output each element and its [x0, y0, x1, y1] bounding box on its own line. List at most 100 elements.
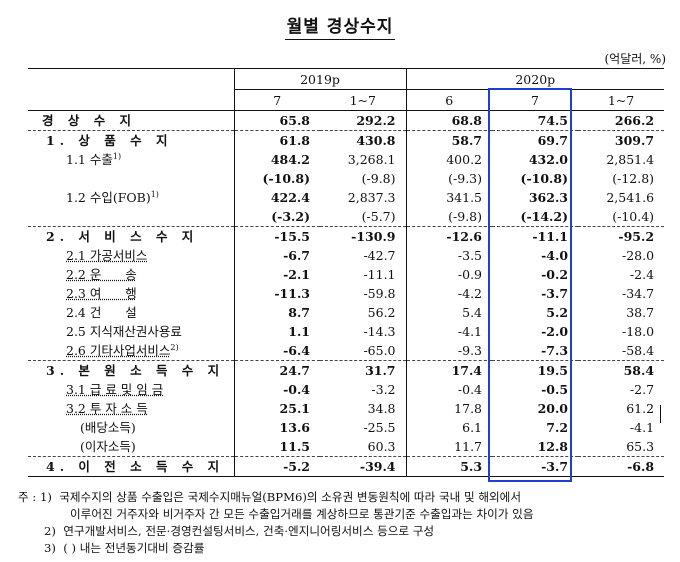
cell-value: 7.2 [546, 420, 569, 435]
row-label: 1.1 수출1) [66, 151, 122, 167]
table-row: 2. 서 비 스 수 지 -15.5 -130.9 -12.6 -11.1 -95.2 [28, 226, 665, 246]
table-row: (배당소득) 13.6 -25.5 6.1 7.2 -4.1 [28, 418, 664, 437]
cell-value: -4.1 [629, 420, 655, 435]
row-label: 2.1 가공서비스 [66, 248, 148, 263]
row-label: (배당소득) [80, 420, 136, 435]
cell-value: 266.2 [578, 110, 665, 131]
table-row: (-3.2) (-5.7) (-9.8) (-14.2) (-10.4) [28, 207, 664, 227]
row-label: 3.2 투 자 소 득 [66, 401, 148, 416]
cell-value: 65.8 [233, 110, 320, 131]
table-row: 3.2 투 자 소 득 25.1 34.8 17.8 20.0 61.2 [28, 399, 664, 418]
cell-value: 5.2 [546, 305, 569, 320]
cell-value: -11.1 [363, 267, 396, 282]
cell-value: 20.0 [537, 401, 569, 416]
cell-value: (-12.8) [612, 171, 655, 186]
cell-value: -25.5 [363, 420, 396, 435]
col-header: 7 [233, 89, 320, 111]
row-label: 3. 본 원 소 득 수 지 [28, 360, 234, 380]
cell-value: -3.5 [405, 246, 493, 265]
page-title: 월별 경상수지 [0, 12, 680, 40]
margin-mark [660, 405, 661, 423]
row-label: 2.3 여 행 [66, 286, 137, 301]
cell-value: 6.1 [405, 418, 493, 437]
cell-value: (-3.2) [233, 207, 320, 227]
cell-value: 11.7 [405, 437, 493, 457]
cell-value: -9.3 [405, 341, 493, 361]
table-row: 1.2 수입(FOB)1) 422.4 2,837.3 341.5 362.3 2,541… [28, 188, 664, 207]
cell-value: -14.3 [363, 324, 396, 339]
cell-value: -6.7 [233, 246, 320, 265]
table-row: 3. 본 원 소 득 수 지 24.7 31.7 17.4 19.5 58.4 [28, 360, 665, 380]
cell-value: (-10.8) [520, 171, 569, 186]
cell-value: -2.7 [629, 382, 655, 397]
cell-value: (-9.8) [405, 207, 493, 227]
table-row: 2.1 가공서비스 -6.7 -42.7 -3.5 -4.0 -28.0 [28, 246, 664, 265]
cell-value: (-9.8) [361, 171, 396, 186]
row-label: 1.2 수입(FOB)1) [66, 189, 159, 205]
cell-value: (-10.8) [233, 169, 320, 188]
cell-value: 309.7 [578, 130, 665, 150]
cell-value: -58.4 [621, 343, 655, 358]
row-label: 2.6 기타사업서비스2) [66, 342, 179, 358]
cell-value: 432.0 [528, 152, 569, 167]
cell-value: 2,837.3 [347, 190, 396, 205]
cell-value: -3.7 [541, 286, 569, 301]
cell-value: -18.0 [621, 324, 655, 339]
cell-value: 2,851.4 [606, 152, 655, 167]
table-row: 1. 상 품 수 지 61.8 430.8 58.7 69.7 309.7 [28, 130, 665, 150]
cell-value: (-5.7) [361, 209, 396, 224]
footnotes: 주 : 1) 국제수지의 상품 수출입은 국제수지매뉴얼(BPM6)의 소유권 … [18, 489, 678, 557]
table-row: 1.1 수출1) 484.2 3,268.1 400.2 432.0 2,851.4 [28, 150, 664, 169]
cell-value: 5.4 [405, 303, 493, 322]
cell-value: (-9.3) [405, 169, 493, 188]
cell-value: (-10.4) [612, 209, 655, 224]
cell-value: -3.7 [492, 456, 579, 477]
footnote-1: 주 : 1) 국제수지의 상품 수출입은 국제수지매뉴얼(BPM6)의 소유권 … [18, 490, 521, 504]
cell-value: -95.2 [578, 226, 665, 246]
row-label: 1. 상 품 수 지 [28, 130, 234, 150]
cell-value: -28.0 [621, 248, 655, 263]
cell-value: -39.4 [320, 456, 407, 477]
cell-value: -4.1 [405, 322, 493, 341]
col-header: 6 [405, 89, 493, 111]
row-label: 2. 서 비 스 수 지 [28, 226, 234, 246]
cell-value: -4.2 [405, 284, 493, 303]
cell-value: 13.6 [233, 418, 320, 437]
cell-value: 400.2 [405, 150, 493, 169]
row-label: 4. 이 전 소 득 수 지 [28, 456, 234, 477]
cell-value: 1.1 [233, 322, 320, 341]
cell-value: -65.0 [363, 343, 396, 358]
col-header: 1~7 [578, 89, 665, 111]
cell-value: 422.4 [233, 188, 320, 207]
cell-value: -5.2 [233, 456, 320, 477]
year-2019-header: 2019p [233, 68, 407, 90]
row-label: 2.4 건 설 [66, 305, 137, 320]
cell-value: 11.5 [233, 437, 320, 457]
table-row: 경 상 수 지 65.8 292.2 68.8 74.5 266.2 [28, 110, 665, 131]
table-row: 3.1 급 료 및 임 금 -0.4 -3.2 -0.4 -0.5 -2.7 [28, 380, 664, 399]
footnote-1-cont: 이루어진 거주자와 비거주자 간 모든 수출입거래를 계상하므로 통관기준 수출… [70, 507, 534, 521]
footnote-2: 2) 연구개발서비스, 전문·경영컨설팅서비스, 건축·엔지니어링서비스 등으로… [44, 524, 435, 538]
cell-value: 31.7 [320, 360, 407, 380]
cell-value: 61.2 [626, 401, 655, 416]
cell-value: 19.5 [492, 360, 579, 380]
table-row: 2.2 운 송 -2.1 -11.1 -0.9 -0.2 -2.4 [28, 265, 664, 284]
cell-value: -4.0 [541, 248, 569, 263]
row-label: 2.5 지식재산권사용료 [66, 324, 182, 339]
row-label: (이자소득) [80, 439, 136, 454]
cell-value: 17.8 [405, 399, 493, 418]
table-row: (이자소득) 11.5 60.3 11.7 12.8 65.3 [28, 437, 664, 457]
cell-value: -59.8 [363, 286, 396, 301]
cell-value: 61.8 [233, 130, 320, 150]
cell-value: -7.3 [541, 343, 569, 358]
cell-value: 38.7 [626, 305, 655, 320]
cell-value: -0.2 [541, 267, 569, 282]
cell-value: 362.3 [528, 190, 569, 205]
cell-value: -0.4 [405, 380, 493, 399]
row-label: 경 상 수 지 [28, 110, 234, 131]
cell-value: -34.7 [621, 286, 655, 301]
cell-value: 56.2 [367, 305, 396, 320]
table-row: 2.5 지식재산권사용료 1.1 -14.3 -4.1 -2.0 -18.0 [28, 322, 664, 341]
cell-value: -6.8 [578, 456, 665, 477]
cell-value: -15.5 [233, 226, 320, 246]
